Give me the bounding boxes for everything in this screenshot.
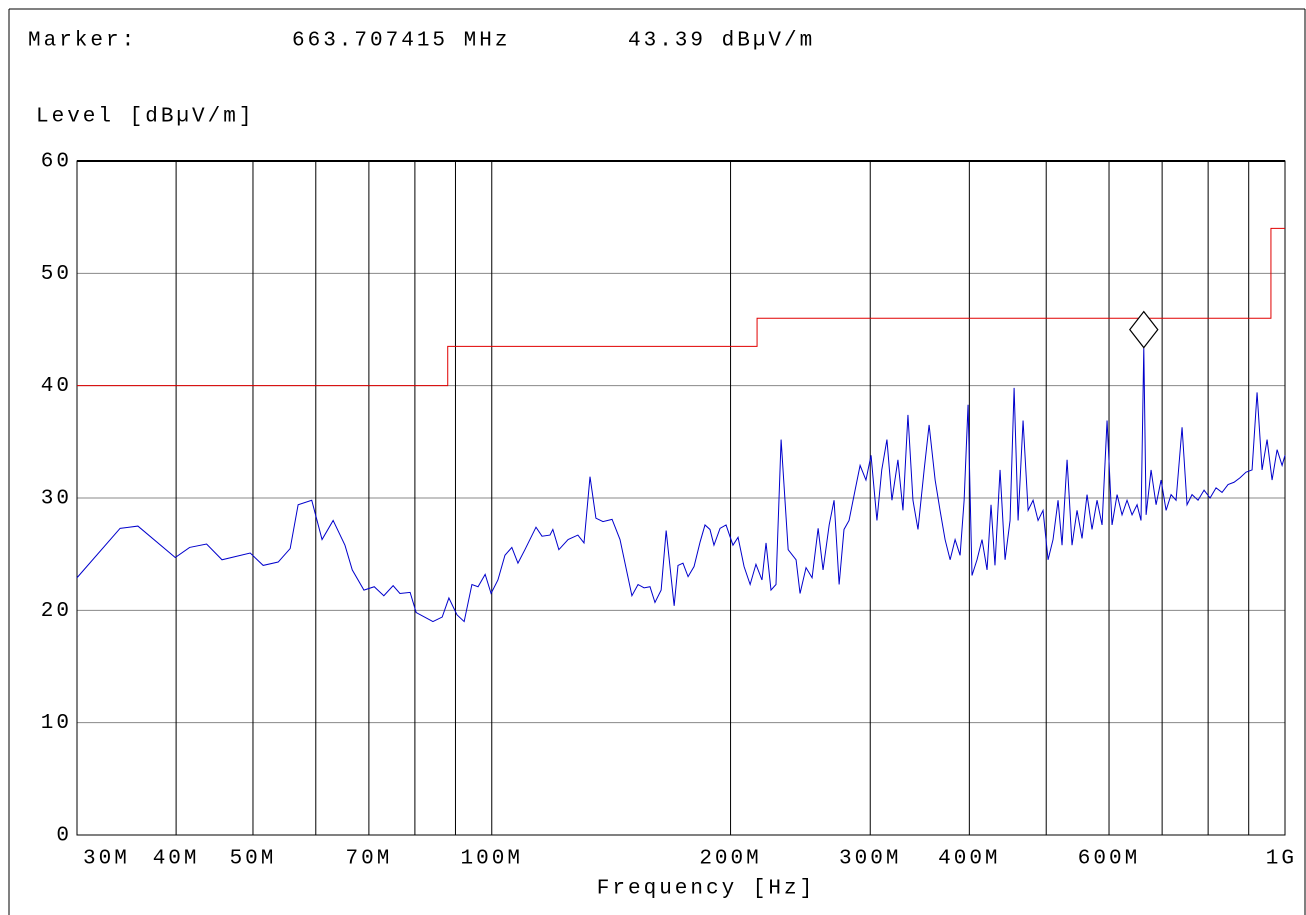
y-tick-label: 40 — [41, 375, 72, 398]
y-tick-label: 10 — [41, 712, 72, 735]
y-tick-label: 60 — [41, 151, 72, 174]
x-tick-label: 40M — [153, 848, 200, 871]
marker-diamond — [1129, 310, 1159, 349]
x-tick-label: 70M — [345, 848, 392, 871]
y-tick-label: 30 — [41, 488, 72, 511]
x-tick-label: 100M — [461, 848, 523, 871]
limit-line — [77, 227, 1285, 387]
measurement-line — [76, 347, 1286, 623]
y-axis-label: Level [dBµV/m] — [36, 106, 254, 129]
x-tick-label: 300M — [839, 848, 901, 871]
y-tick-label: 0 — [56, 825, 72, 848]
marker-frequency: 663.707415 MHz — [292, 30, 510, 53]
marker-heading: Marker: — [28, 30, 137, 53]
x-axis-label: Frequency [Hz] — [597, 878, 815, 901]
x-tick-label: 50M — [230, 848, 277, 871]
marker-level: 43.39 dBµV/m — [628, 30, 815, 53]
x-tick-label: 200M — [699, 848, 761, 871]
y-tick-label: 50 — [41, 263, 72, 286]
x-tick-label: 1G — [1266, 848, 1297, 871]
x-tick-label: 600M — [1078, 848, 1140, 871]
x-tick-label: 30M — [83, 848, 130, 871]
y-tick-label: 20 — [41, 600, 72, 623]
x-tick-label: 400M — [938, 848, 1000, 871]
